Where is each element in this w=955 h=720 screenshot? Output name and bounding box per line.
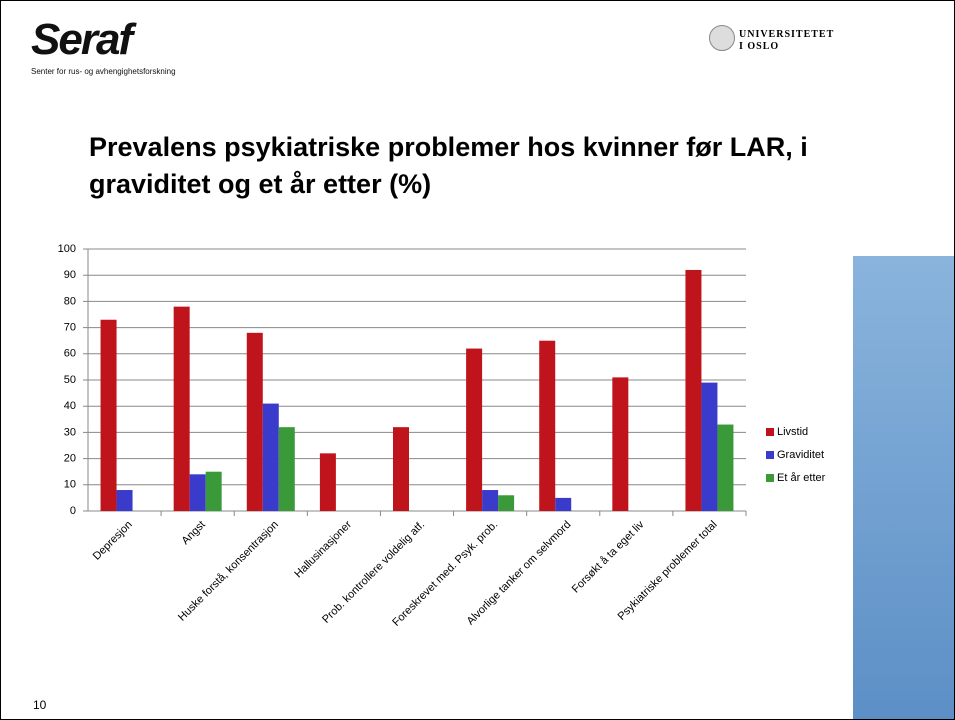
y-tick-label: 70 [64, 322, 76, 334]
bar [278, 427, 295, 511]
bar [205, 471, 222, 511]
university: UNIVERSITETET I OSLO [739, 29, 835, 52]
page-number: 10 [33, 698, 47, 712]
y-tick-label: 80 [64, 295, 76, 307]
bar [555, 497, 572, 511]
side-panel [853, 256, 954, 719]
bar [116, 490, 133, 511]
legend-swatch [766, 451, 774, 459]
bar [100, 319, 117, 511]
y-tick-label: 60 [64, 348, 76, 360]
bar [262, 403, 279, 511]
legend-swatch [766, 428, 774, 436]
bar [319, 453, 336, 511]
x-tick-label: Depresjon [91, 519, 135, 563]
chart-title: Prevalens psykiatriske problemer hos kvi… [89, 132, 808, 199]
bar [539, 340, 556, 511]
bar [466, 348, 483, 511]
logo: Seraf [31, 15, 133, 64]
y-tick-label: 20 [64, 453, 76, 465]
bar [685, 269, 702, 511]
x-tick-label: Forsøkt å ta eget liv [570, 518, 647, 595]
bar [173, 306, 190, 511]
y-tick-label: 0 [70, 505, 76, 517]
logo-subtitle: Senter for rus- og avhengighetsforskning [31, 67, 176, 76]
x-tick-label: Angst [179, 519, 207, 547]
bar [498, 495, 515, 511]
y-tick-label: 10 [64, 479, 76, 491]
bar [189, 474, 206, 511]
bar [612, 377, 629, 511]
bar [482, 490, 499, 511]
x-tick-label: Hallusinasjoner [292, 518, 354, 580]
bar [701, 382, 718, 511]
legend-swatch [766, 474, 774, 482]
legend-label: Livstid [777, 426, 808, 438]
y-tick-label: 50 [64, 374, 76, 386]
legend-label: Et år etter [777, 472, 826, 484]
bar [393, 427, 409, 511]
y-tick-label: 40 [64, 400, 76, 412]
y-tick-label: 90 [64, 269, 76, 281]
y-tick-label: 30 [64, 426, 76, 438]
legend-label: Graviditet [777, 449, 824, 461]
y-tick-label: 100 [58, 243, 76, 255]
bar [717, 424, 734, 511]
bar [246, 332, 263, 511]
seal [709, 25, 735, 51]
